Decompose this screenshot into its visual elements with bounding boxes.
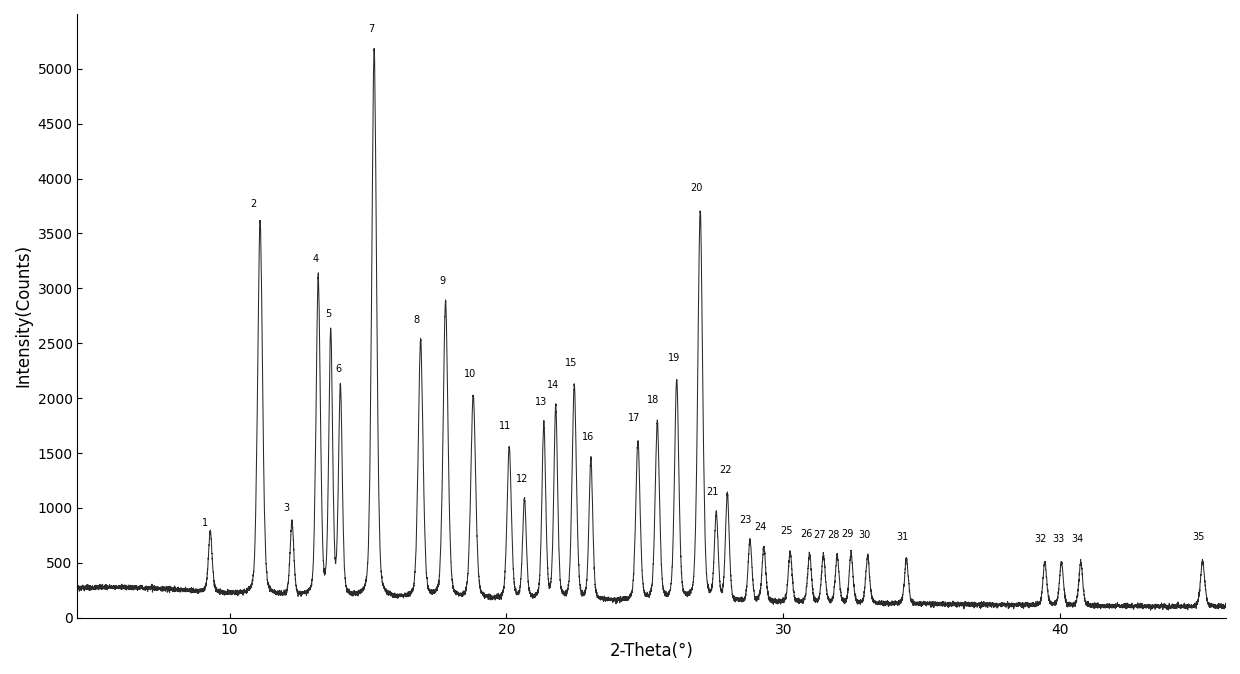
Text: 21: 21 (707, 487, 719, 497)
Text: 7: 7 (368, 24, 374, 34)
Text: 17: 17 (627, 413, 640, 423)
Text: 19: 19 (668, 353, 680, 363)
Y-axis label: Intensity(Counts): Intensity(Counts) (14, 244, 32, 388)
Text: 34: 34 (1071, 534, 1084, 544)
Text: 10: 10 (464, 369, 476, 379)
Text: 13: 13 (534, 397, 547, 407)
X-axis label: 2-Theta(°): 2-Theta(°) (610, 642, 693, 660)
Text: 28: 28 (827, 530, 839, 541)
Text: 30: 30 (858, 530, 870, 540)
Text: 1: 1 (202, 518, 208, 528)
Text: 32: 32 (1034, 534, 1047, 544)
Text: 2: 2 (250, 200, 257, 210)
Text: 6: 6 (335, 364, 341, 374)
Text: 33: 33 (1053, 534, 1065, 544)
Text: 27: 27 (813, 530, 826, 540)
Text: 4: 4 (312, 254, 319, 264)
Text: 24: 24 (754, 522, 766, 532)
Text: 25: 25 (780, 526, 792, 537)
Text: 29: 29 (841, 528, 853, 539)
Text: 26: 26 (800, 528, 812, 539)
Text: 23: 23 (740, 516, 753, 526)
Text: 31: 31 (897, 532, 909, 542)
Text: 11: 11 (498, 421, 511, 431)
Text: 35: 35 (1193, 532, 1205, 542)
Text: 18: 18 (647, 395, 660, 404)
Text: 22: 22 (719, 465, 732, 475)
Text: 14: 14 (547, 380, 559, 390)
Text: 8: 8 (413, 315, 419, 325)
Text: 15: 15 (565, 359, 578, 369)
Text: 3: 3 (284, 503, 289, 514)
Text: 12: 12 (516, 474, 528, 484)
Text: 16: 16 (582, 432, 594, 442)
Text: 9: 9 (440, 276, 446, 286)
Text: 20: 20 (689, 183, 702, 193)
Text: 5: 5 (325, 309, 331, 319)
